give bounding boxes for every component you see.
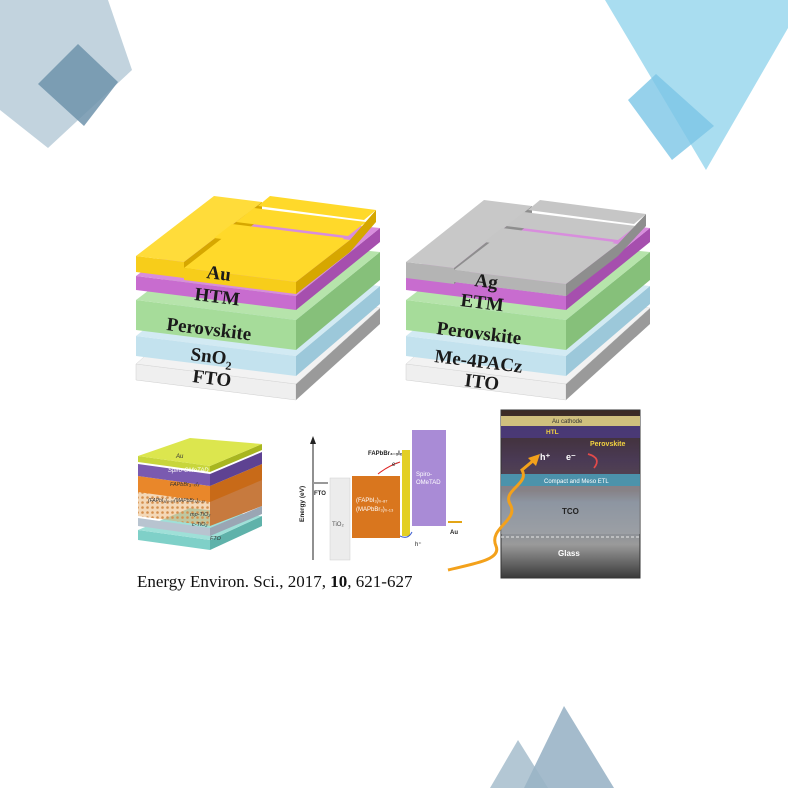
sem-tco: TCO — [562, 507, 579, 516]
schematic-au: Au — [175, 454, 184, 460]
perovskite-band-line2: (MAPbBr₃)₀.₁₃ — [356, 507, 394, 513]
electron-label: e⁻ — [392, 462, 399, 468]
citation-suffix: , 621-627 — [347, 572, 413, 591]
sem-htl: HTL — [546, 429, 559, 436]
sem-arrow — [447, 458, 535, 572]
schematic-fto: FTO — [210, 536, 222, 542]
schematic-fapbbr: FAPbBr₃₋ₓIₓ — [170, 482, 200, 488]
energy-axis-label: Energy (eV) — [299, 486, 306, 522]
deco-triangle-bottom-2 — [490, 740, 548, 788]
sem-au-cathode: Au cathode — [552, 419, 583, 425]
fapbbr-label: FAPbBr₃₋ₓIₓ — [368, 451, 403, 457]
deco-diamond-top-right — [628, 74, 714, 160]
spiro-band — [412, 430, 446, 526]
sem-cross-section: Au cathode HTL Perovskite h⁺ e⁻ Compact … — [447, 409, 641, 579]
fto-label: FTO — [191, 366, 232, 392]
ag-label: Ag — [473, 270, 499, 294]
spiro-line2: OMeTAD — [416, 480, 441, 486]
au-label: Au — [205, 262, 232, 286]
schematic-perovskite: (FAPbI₃)₀.₉₇(MAPbBr₃)₀.₁₅ — [148, 498, 205, 504]
schematic-spiro: Spiro-OMeTAD — [168, 468, 209, 474]
sem-glass: Glass — [558, 549, 580, 558]
sem-perovskite: Perovskite — [590, 441, 626, 448]
ito-label: ITO — [463, 370, 500, 395]
energy-diagram: Energy (eV) FTO TiO₂ (FAPbI₃)₀.₈₇ (MAPbB… — [299, 430, 462, 561]
spiro-line1: Spiro- — [416, 472, 432, 478]
deco-triangle-bottom-1 — [524, 706, 614, 788]
right-device-stack — [405, 200, 651, 401]
perovskite-band-line1: (FAPbI₃)₀.₈₇ — [356, 498, 388, 504]
citation: Energy Environ. Sci., 2017, 10, 621-627 — [137, 572, 412, 592]
hole-label: h⁺ — [415, 541, 422, 548]
sem-hole: h⁺ — [540, 452, 550, 462]
citation-volume: 10 — [330, 572, 348, 591]
schematic-ctio2: c-TiO₂ — [192, 522, 208, 528]
sem-etl: Compact and Meso ETL — [544, 479, 609, 485]
au-level-label: Au — [450, 530, 458, 536]
device-schematic: Au Spiro-OMeTAD FAPbBr₃₋ₓIₓ (FAPbI₃)₀.₉₇… — [138, 438, 262, 550]
tio2-label: TiO₂ — [332, 522, 344, 528]
left-device-stack — [135, 196, 381, 401]
tio2-band — [329, 477, 351, 561]
deco-triangle-top-right — [605, 0, 788, 170]
sem-electron: e⁻ — [566, 452, 576, 462]
schematic-mptio2: mp-TiO₂ — [190, 512, 211, 518]
fto-level-label: FTO — [314, 491, 326, 497]
sno2-label: SnO2 — [189, 344, 234, 373]
etm-label: ETM — [459, 290, 505, 316]
citation-prefix: Energy Environ. Sci., 2017, — [137, 572, 331, 591]
perovskite-band — [352, 476, 400, 538]
deco-diamond-top-left — [38, 44, 118, 126]
fapbbr-band — [402, 450, 410, 536]
